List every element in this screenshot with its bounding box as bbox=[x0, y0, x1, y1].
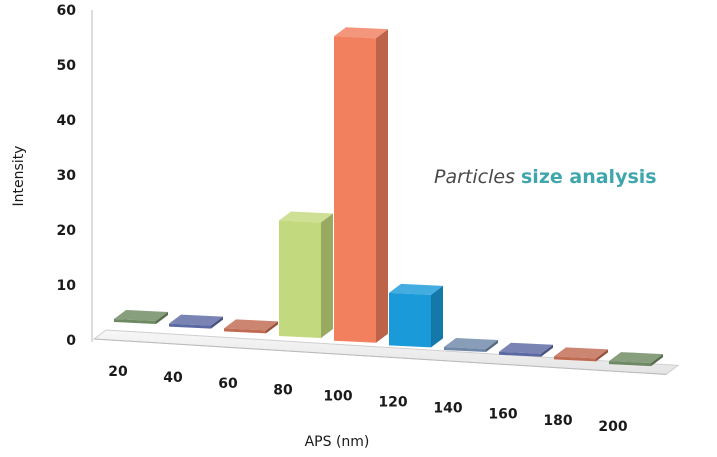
bar-20 bbox=[114, 310, 168, 324]
y-axis-label: Intensity bbox=[11, 146, 27, 207]
bar-front bbox=[114, 319, 156, 324]
bar-side bbox=[541, 344, 553, 357]
bar-top bbox=[169, 314, 223, 326]
bar-side bbox=[596, 349, 608, 362]
bar-side bbox=[651, 354, 663, 367]
annotation-highlight: size analysis bbox=[521, 166, 657, 188]
bar-side bbox=[156, 312, 168, 324]
bar-front bbox=[444, 347, 486, 353]
bar-top bbox=[499, 342, 553, 354]
bar-top bbox=[114, 310, 168, 321]
x-tick-label: 160 bbox=[488, 407, 517, 423]
bar-front bbox=[334, 36, 376, 343]
x-axis-line bbox=[93, 338, 667, 375]
bar-60 bbox=[224, 319, 278, 334]
bar-front bbox=[554, 356, 596, 362]
bar-180 bbox=[554, 347, 608, 362]
bar-140 bbox=[444, 338, 498, 353]
bar-side bbox=[431, 285, 443, 348]
bar-front bbox=[499, 351, 541, 357]
chart-floor bbox=[92, 329, 680, 375]
bar-side bbox=[321, 213, 333, 339]
bar-side bbox=[376, 29, 388, 343]
y-tick-label: 40 bbox=[57, 113, 77, 129]
bar-200 bbox=[609, 352, 663, 367]
x-tick-label: 140 bbox=[433, 401, 462, 417]
y-ticks: 0 10 20 30 40 50 60 bbox=[57, 3, 77, 349]
bar-40 bbox=[169, 314, 223, 329]
x-ticks: 20 40 60 80 100 120 140 160 180 200 bbox=[108, 364, 628, 435]
bar-120 bbox=[389, 283, 443, 348]
bar-160 bbox=[499, 342, 553, 357]
x-tick-label: 180 bbox=[543, 413, 572, 429]
bar-front bbox=[279, 220, 321, 339]
y-tick-label: 60 bbox=[57, 3, 77, 19]
bars bbox=[114, 27, 663, 367]
bar-front bbox=[609, 361, 651, 367]
bar-top bbox=[554, 347, 608, 359]
x-tick-label: 120 bbox=[378, 395, 407, 411]
bar-top bbox=[444, 338, 498, 350]
bar-100 bbox=[334, 27, 388, 343]
y-tick-label: 30 bbox=[57, 168, 77, 184]
y-tick-label: 50 bbox=[57, 58, 77, 74]
bar-side bbox=[266, 321, 278, 334]
x-tick-label: 40 bbox=[163, 370, 183, 386]
x-tick-label: 20 bbox=[108, 364, 128, 380]
annotation-prefix: Particles bbox=[434, 166, 521, 188]
bar-top bbox=[334, 27, 388, 39]
bar-top bbox=[279, 211, 333, 223]
x-tick-label: 80 bbox=[273, 382, 293, 398]
y-tick-label: 20 bbox=[57, 223, 77, 239]
bar-top bbox=[224, 319, 278, 331]
bar-80 bbox=[279, 211, 333, 339]
x-tick-label: 60 bbox=[218, 376, 238, 392]
y-tick-label: 0 bbox=[66, 333, 76, 349]
bar-top bbox=[609, 352, 663, 364]
x-tick-label: 200 bbox=[598, 419, 627, 435]
bar-side bbox=[211, 316, 223, 329]
bar-front bbox=[389, 292, 431, 348]
annotation-text: Particles size analysis bbox=[434, 166, 657, 188]
bar-top bbox=[389, 283, 443, 295]
bar-side bbox=[486, 340, 498, 353]
y-tick-label: 10 bbox=[57, 278, 77, 294]
bar-front bbox=[224, 328, 266, 334]
bar-front bbox=[169, 323, 211, 329]
x-tick-label: 100 bbox=[323, 388, 352, 404]
x-axis-label: APS (nm) bbox=[305, 434, 370, 450]
